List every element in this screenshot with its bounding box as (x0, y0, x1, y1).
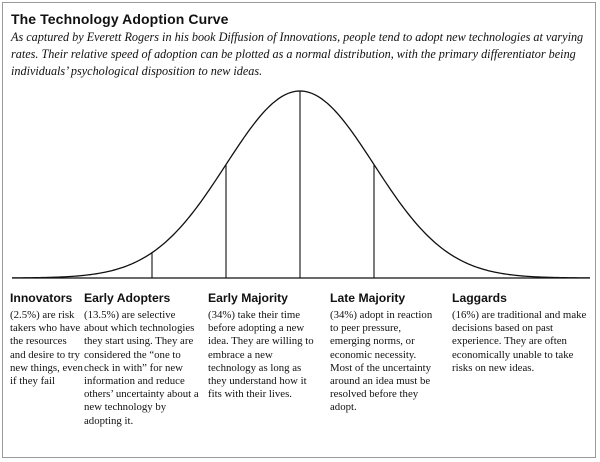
segment-late-majority: Late Majority (34%) adopt in reaction to… (330, 291, 440, 415)
segment-innovators: Innovators (2.5%) are risk takers who ha… (10, 291, 84, 388)
segment-early-adopters-name: Early Adopters (84, 291, 171, 305)
segment-early-majority-description: (34%) take their time before adopting a … (208, 309, 314, 401)
bell-curve (11, 90, 591, 279)
segment-dividers (151, 91, 375, 278)
segment-early-adopters: Early Adopters (13.5%) are selective abo… (84, 291, 200, 428)
diagram-frame (2, 2, 596, 458)
diagram-title: The Technology Adoption Curve (11, 11, 229, 27)
segment-innovators-description: (2.5%) are risk takers who have the reso… (10, 309, 83, 388)
segment-early-majority-name: Early Majority (208, 291, 288, 305)
segment-laggards-description: (16%) are traditional and make decisions… (452, 309, 587, 374)
segment-late-majority-name: Late Majority (330, 291, 406, 305)
segment-late-majority-description: (34%) adopt in reaction to peer pressure… (330, 309, 433, 414)
segment-early-adopters-description: (13.5%) are selective about which techno… (84, 309, 199, 427)
segment-laggards-name: Laggards (452, 291, 507, 305)
segment-early-majority: Early Majority (34%) take their time bef… (208, 291, 322, 401)
segment-laggards: Laggards (16%) are traditional and make … (452, 291, 592, 375)
diagram-subtitle: As captured by Everett Rogers in his boo… (11, 30, 584, 78)
segment-innovators-name: Innovators (10, 291, 73, 305)
